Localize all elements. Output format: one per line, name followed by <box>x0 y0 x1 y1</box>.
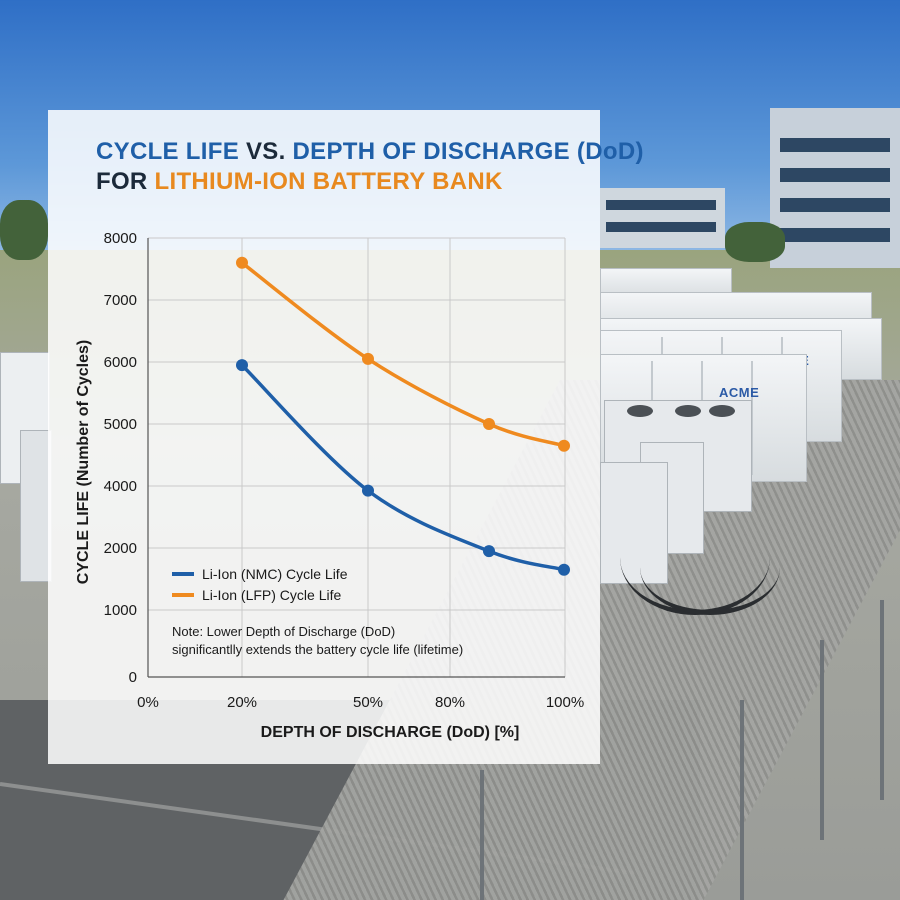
series-group <box>236 256 570 576</box>
y-axis-label: CYCLE LIFE (Number of Cycles) <box>75 340 92 584</box>
office-building <box>600 188 725 248</box>
axes <box>147 238 565 678</box>
y-tick-label: 6000 <box>104 354 137 371</box>
title-part: VS. <box>245 138 286 165</box>
x-tick-label: 50% <box>353 694 383 711</box>
annotation-note: Note: Lower Depth of Discharge (DoD) sig… <box>172 624 463 657</box>
x-tick-label: 100% <box>546 694 584 711</box>
y-tick-label: 8000 <box>104 230 137 247</box>
y-tick-label: 0 <box>129 669 137 686</box>
y-tick-label: 2000 <box>104 540 137 557</box>
x-tick-label: 20% <box>227 694 257 711</box>
x-tick-label: 0% <box>137 694 159 711</box>
grid <box>148 237 566 677</box>
data-point-lfp <box>483 418 495 430</box>
office-building <box>770 108 900 268</box>
data-point-lfp <box>236 256 248 269</box>
title-part: DEPTH OF DISCHARGE (DoD) <box>292 138 644 165</box>
cable-bundle <box>640 520 780 615</box>
legend-label-lfp: Li-Ion (LFP) Cycle Life <box>202 587 341 603</box>
x-axis-label: DEPTH OF DISCHARGE (DoD) [%] <box>261 724 520 741</box>
chart-panel <box>48 110 600 764</box>
container-brand: ACME <box>719 385 760 400</box>
title-part: CYCLE LIFE <box>96 138 240 165</box>
data-point-lfp <box>362 352 374 365</box>
data-point-nmc <box>483 545 495 558</box>
series-line-lfp <box>240 261 566 448</box>
legend-label-nmc: Li-Ion (NMC) Cycle Life <box>202 566 348 582</box>
y-tick-labels: 0 1000 2000 4000 5000 6000 7000 8000 <box>104 230 137 686</box>
data-point-lfp <box>558 439 570 452</box>
y-tick-label: 5000 <box>104 416 137 433</box>
x-tick-labels: 0% 20% 50% 80% 100% <box>137 694 584 711</box>
chart-title: CYCLE LIFE VS. DEPTH OF DISCHARGE (DoD) … <box>96 137 644 197</box>
series-line-nmc <box>240 363 566 572</box>
legend: Li-Ion (NMC) Cycle Life Li-Ion (LFP) Cyc… <box>172 566 348 603</box>
tree-line <box>725 222 785 262</box>
fence-post <box>820 640 824 840</box>
note-line-1: Note: Lower Depth of Discharge (DoD) <box>172 624 395 639</box>
title-part: LITHIUM-ION BATTERY BANK <box>154 168 503 195</box>
data-point-nmc <box>362 484 374 497</box>
y-tick-label: 7000 <box>104 292 137 309</box>
data-point-nmc <box>236 359 248 372</box>
data-point-nmc <box>558 563 570 576</box>
x-tick-label: 80% <box>435 694 465 711</box>
fence-post <box>740 700 744 900</box>
tree-line <box>0 200 48 260</box>
note-line-2: significantlly extends the battery cycle… <box>172 642 463 657</box>
fence-post <box>880 600 884 800</box>
title-part: FOR <box>96 168 148 195</box>
y-tick-label: 1000 <box>104 602 137 619</box>
y-tick-label: 4000 <box>104 478 137 495</box>
fence-post <box>480 770 484 900</box>
